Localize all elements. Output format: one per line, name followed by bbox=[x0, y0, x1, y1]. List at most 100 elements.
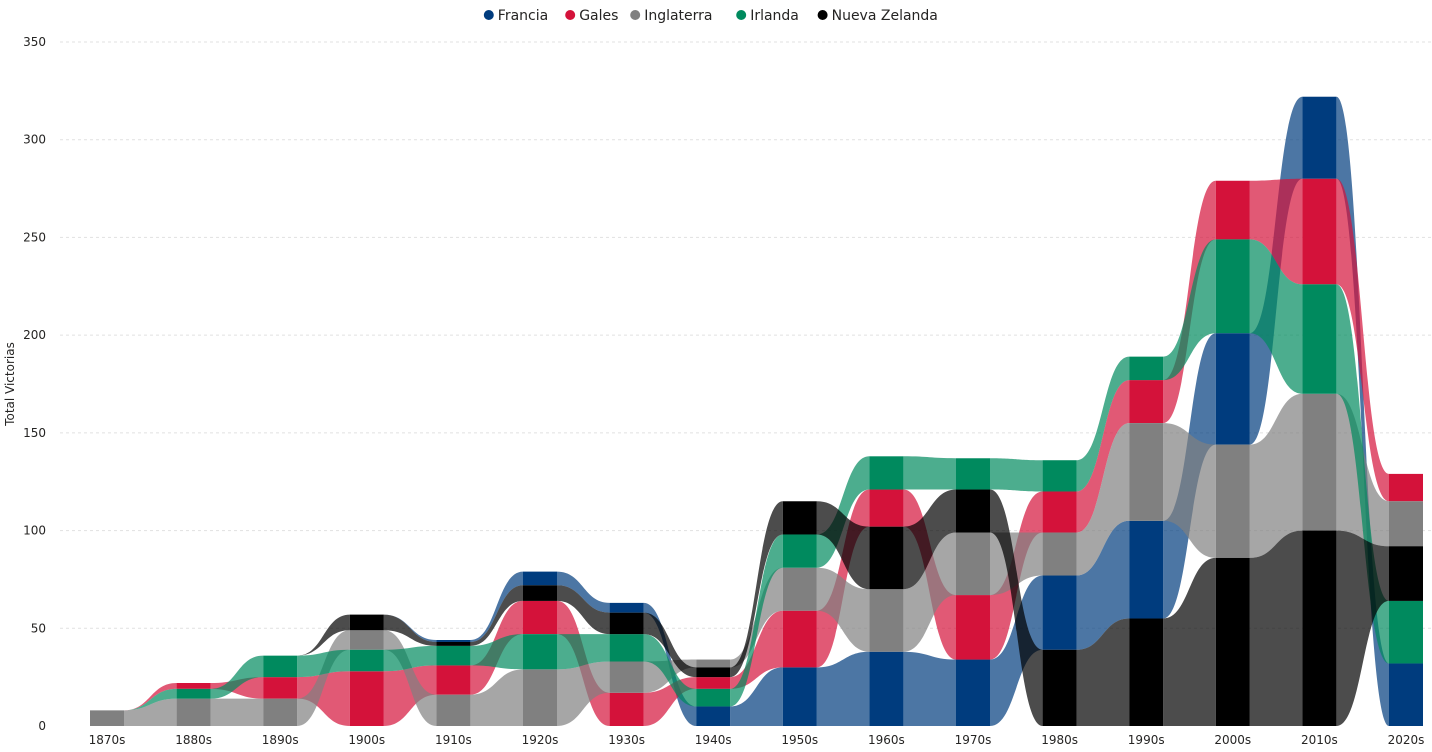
legend-item-nueva-zelanda[interactable]: Nueva Zelanda bbox=[817, 8, 938, 24]
bar-irlanda-1900s[interactable] bbox=[349, 649, 384, 672]
ribbon-gales bbox=[124, 683, 177, 711]
bar-inglaterra-2020s[interactable] bbox=[1389, 501, 1423, 547]
legend-item-inglaterra[interactable]: Inglaterra bbox=[630, 8, 713, 24]
bar-gales-1900s[interactable] bbox=[349, 671, 384, 726]
bar-inglaterra-1980s[interactable] bbox=[1042, 532, 1077, 576]
bar-irlanda-1880s[interactable] bbox=[176, 688, 211, 699]
bar-francia-2020s[interactable] bbox=[1389, 663, 1423, 726]
ribbon-irlanda bbox=[730, 534, 783, 707]
bar-gales-1990s[interactable] bbox=[1129, 380, 1164, 424]
bar-nueva-zelanda-2000s[interactable] bbox=[1215, 557, 1250, 726]
ribbon-irlanda bbox=[297, 649, 350, 678]
bar-inglaterra-1950s[interactable] bbox=[782, 567, 817, 611]
ribbon-inglaterra bbox=[903, 532, 956, 652]
ribbon-francia bbox=[730, 667, 783, 726]
bar-inglaterra-1870s[interactable] bbox=[90, 710, 124, 726]
bar-gales-1940s[interactable] bbox=[696, 677, 731, 689]
bar-irlanda-1950s[interactable] bbox=[782, 534, 817, 568]
bar-gales-1980s[interactable] bbox=[1042, 491, 1077, 533]
bar-nueva-zelanda-1930s[interactable] bbox=[609, 612, 644, 635]
ribbon-francia bbox=[557, 571, 610, 613]
bar-francia-2000s[interactable] bbox=[1215, 333, 1250, 445]
bar-gales-1970s[interactable] bbox=[956, 595, 990, 660]
x-tick-label: 2010s bbox=[1301, 733, 1338, 747]
legend-dot-icon bbox=[565, 10, 576, 20]
bar-francia-1920s[interactable] bbox=[523, 571, 557, 586]
bar-inglaterra-1970s[interactable] bbox=[956, 532, 990, 596]
bar-nueva-zelanda-2020s[interactable] bbox=[1389, 546, 1423, 601]
bar-irlanda-1930s[interactable] bbox=[609, 634, 644, 662]
bar-irlanda-2020s[interactable] bbox=[1389, 600, 1423, 664]
bar-francia-2010s[interactable] bbox=[1302, 96, 1337, 179]
bar-gales-1930s[interactable] bbox=[609, 692, 644, 726]
bar-nueva-zelanda-1920s[interactable] bbox=[523, 585, 557, 601]
bar-irlanda-2010s[interactable] bbox=[1302, 284, 1337, 394]
bar-nueva-zelanda-1990s[interactable] bbox=[1129, 618, 1164, 726]
bar-irlanda-1990s[interactable] bbox=[1129, 356, 1164, 381]
bar-inglaterra-1910s[interactable] bbox=[436, 694, 471, 726]
ribbon-nueva-zelanda bbox=[730, 501, 783, 678]
bar-irlanda-1920s[interactable] bbox=[523, 634, 557, 670]
legend-item-irlanda[interactable]: Irlanda bbox=[736, 8, 799, 24]
bar-inglaterra-1990s[interactable] bbox=[1129, 423, 1164, 521]
ribbon-nueva-zelanda bbox=[470, 585, 523, 646]
ribbon-irlanda bbox=[1163, 239, 1216, 381]
bar-irlanda-2000s[interactable] bbox=[1215, 239, 1250, 334]
bar-gales-2010s[interactable] bbox=[1302, 178, 1337, 285]
ribbon-gales bbox=[297, 671, 350, 726]
bar-inglaterra-1940s[interactable] bbox=[696, 659, 731, 668]
bar-francia-1930s[interactable] bbox=[609, 602, 644, 613]
bar-inglaterra-1880s[interactable] bbox=[176, 698, 211, 726]
bar-irlanda-1980s[interactable] bbox=[1042, 460, 1077, 492]
bar-nueva-zelanda-1900s[interactable] bbox=[349, 614, 384, 631]
bar-francia-1980s[interactable] bbox=[1042, 575, 1077, 650]
bar-inglaterra-1890s[interactable] bbox=[263, 698, 298, 726]
bar-francia-1970s[interactable] bbox=[956, 659, 990, 726]
ribbon-inglaterra bbox=[210, 698, 264, 726]
bar-francia-1990s[interactable] bbox=[1129, 520, 1164, 619]
ribbon-nueva-zelanda bbox=[297, 614, 350, 656]
bar-gales-1910s[interactable] bbox=[436, 665, 471, 695]
bar-inglaterra-1930s[interactable] bbox=[609, 661, 644, 693]
bar-gales-1920s[interactable] bbox=[523, 600, 557, 635]
bar-gales-2020s[interactable] bbox=[1389, 473, 1423, 502]
ribbons bbox=[124, 96, 1389, 727]
y-tick-label: 250 bbox=[23, 230, 46, 244]
bar-inglaterra-2010s[interactable] bbox=[1302, 393, 1337, 531]
bar-nueva-zelanda-1960s[interactable] bbox=[869, 526, 904, 590]
bar-irlanda-1910s[interactable] bbox=[436, 645, 471, 666]
bar-inglaterra-2000s[interactable] bbox=[1215, 444, 1250, 558]
bar-gales-1880s[interactable] bbox=[176, 683, 211, 689]
bar-francia-1910s[interactable] bbox=[436, 640, 471, 642]
x-tick-label: 1980s bbox=[1041, 733, 1078, 747]
bar-nueva-zelanda-2010s[interactable] bbox=[1302, 530, 1337, 726]
bar-gales-1960s[interactable] bbox=[869, 489, 904, 527]
bar-nueva-zelanda-1910s[interactable] bbox=[436, 641, 471, 646]
bar-nueva-zelanda-1970s[interactable] bbox=[956, 489, 990, 533]
legend-item-francia[interactable]: Francia bbox=[483, 8, 548, 24]
ribbon-nueva-zelanda bbox=[557, 585, 610, 635]
y-axis-title: Total Victorias bbox=[3, 342, 17, 427]
bar-francia-1940s[interactable] bbox=[696, 706, 731, 726]
bar-francia-1950s[interactable] bbox=[782, 667, 817, 726]
bar-gales-2000s[interactable] bbox=[1215, 180, 1250, 240]
bar-irlanda-1970s[interactable] bbox=[956, 458, 990, 490]
x-tick-label: 1910s bbox=[435, 733, 472, 747]
bar-nueva-zelanda-1980s[interactable] bbox=[1042, 649, 1077, 726]
x-tick-label: 1960s bbox=[868, 733, 905, 747]
ribbon-gales bbox=[1249, 178, 1303, 285]
ribbon-inglaterra bbox=[470, 669, 523, 726]
bar-nueva-zelanda-1950s[interactable] bbox=[782, 501, 817, 535]
legend-item-gales[interactable]: Gales bbox=[565, 8, 618, 24]
bar-inglaterra-1900s[interactable] bbox=[349, 630, 384, 650]
bar-inglaterra-1920s[interactable] bbox=[523, 669, 557, 726]
bar-irlanda-1960s[interactable] bbox=[869, 456, 904, 490]
bar-nueva-zelanda-1940s[interactable] bbox=[696, 667, 731, 678]
bar-francia-1960s[interactable] bbox=[869, 651, 904, 726]
bar-irlanda-1890s[interactable] bbox=[263, 655, 298, 678]
bar-gales-1890s[interactable] bbox=[263, 677, 298, 699]
bar-irlanda-1940s[interactable] bbox=[696, 688, 731, 707]
bar-inglaterra-1960s[interactable] bbox=[869, 589, 904, 652]
x-tick-label: 1930s bbox=[608, 733, 645, 747]
bar-gales-1950s[interactable] bbox=[782, 610, 817, 668]
